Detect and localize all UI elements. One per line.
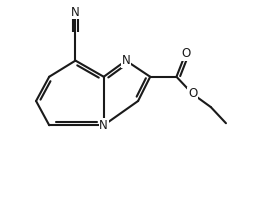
Text: N: N	[71, 6, 80, 19]
Text: O: O	[181, 47, 190, 60]
Text: N: N	[122, 54, 130, 67]
Text: O: O	[188, 87, 197, 100]
Text: N: N	[99, 119, 108, 132]
